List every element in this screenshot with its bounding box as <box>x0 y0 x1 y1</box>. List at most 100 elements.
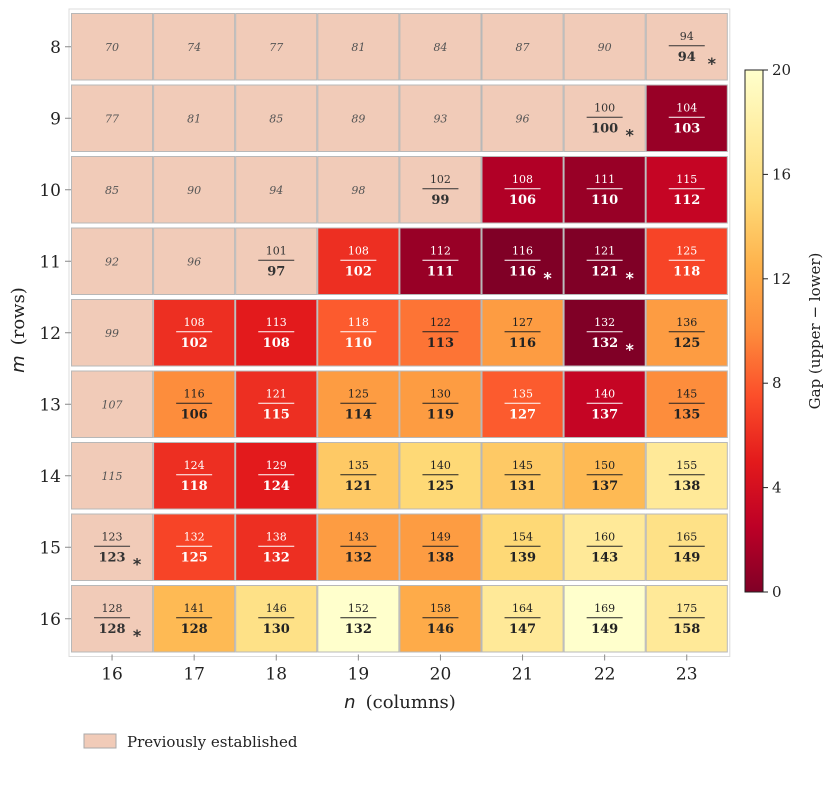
cell-upper-bound: 127 <box>512 316 533 329</box>
cell-value: 115 <box>102 470 123 483</box>
cell-lower-bound: 111 <box>427 264 454 279</box>
cell-background <box>563 585 646 653</box>
cell-upper-bound: 130 <box>430 387 451 400</box>
cell-lower-bound: 106 <box>181 407 208 422</box>
cell-upper-bound: 169 <box>594 602 615 615</box>
x-tick-label-17: 17 <box>183 665 205 685</box>
cell-upper-bound: 101 <box>266 244 287 257</box>
cell-upper-bound: 116 <box>512 244 533 257</box>
cell-lower-bound: 128 <box>181 622 208 637</box>
cell-lower-bound: 119 <box>427 407 454 422</box>
cell-upper-bound: 141 <box>184 602 205 615</box>
cell-background <box>399 156 482 224</box>
cell-upper-bound: 152 <box>348 602 369 615</box>
cell-background <box>481 156 564 224</box>
y-tick-label-14: 14 <box>39 467 61 487</box>
cell-background <box>645 513 728 581</box>
cell-m11-n16: 92 <box>71 227 154 295</box>
x-tick-label-20: 20 <box>430 665 452 685</box>
x-axis-label: n (columns) <box>344 692 456 713</box>
cell-upper-bound: 128 <box>102 602 123 615</box>
cell-value: 85 <box>105 184 119 197</box>
cell-m10-n18: 94 <box>235 156 318 224</box>
legend: Previously established <box>83 733 298 751</box>
cell-background <box>645 442 728 510</box>
colorbar-tick-label-0: 0 <box>772 583 782 601</box>
cell-background <box>645 299 728 367</box>
cell-m10-n23: 115 112 <box>645 156 728 224</box>
cell-lower-bound: 115 <box>263 407 290 422</box>
colorbar-label: Gap (upper − lower) <box>806 253 824 410</box>
cell-m15-n22: 160 143 <box>563 513 646 581</box>
cell-upper-bound: 108 <box>184 316 205 329</box>
cell-lower-bound: 139 <box>509 550 536 565</box>
cell-background <box>399 84 482 152</box>
cell-m15-n18: 138 132 <box>235 513 318 581</box>
cell-upper-bound: 112 <box>430 244 451 257</box>
colorbar-tick-label-16: 16 <box>772 165 791 183</box>
cell-value: 89 <box>351 112 365 125</box>
cell-background <box>153 299 236 367</box>
cell-m13-n22: 140 137 <box>563 370 646 438</box>
cell-background <box>481 13 564 81</box>
cell-m11-n21: 116 116 * <box>481 227 564 295</box>
cell-m14-n16: 115 <box>71 442 154 510</box>
cell-m12-n23: 136 125 <box>645 299 728 367</box>
cell-background <box>317 299 400 367</box>
cell-background <box>481 513 564 581</box>
cell-background <box>317 442 400 510</box>
cell-value: 96 <box>516 112 530 125</box>
cell-upper-bound: 129 <box>266 459 287 472</box>
y-tick-label-11: 11 <box>39 252 61 272</box>
cell-m14-n20: 140 125 <box>399 442 482 510</box>
cell-lower-bound: 99 <box>431 193 449 208</box>
cell-m12-n18: 113 108 <box>235 299 318 367</box>
cell-lower-bound: 149 <box>673 550 700 565</box>
cell-background <box>399 513 482 581</box>
y-axis-label-rest: (rows) <box>8 287 29 345</box>
cell-background <box>481 370 564 438</box>
cell-lower-bound: 121 <box>345 479 372 494</box>
cell-upper-bound: 135 <box>512 387 533 400</box>
y-axis-ticks: 8 9 10 11 12 13 14 15 16 <box>39 38 71 630</box>
x-tick-label-16: 16 <box>101 665 123 685</box>
cell-background <box>317 13 400 81</box>
cell-background <box>153 585 236 653</box>
cell-m10-n21: 108 106 <box>481 156 564 224</box>
cell-background <box>399 442 482 510</box>
cell-upper-bound: 125 <box>676 244 697 257</box>
cell-m14-n23: 155 138 <box>645 442 728 510</box>
cell-lower-bound: 125 <box>427 479 454 494</box>
cell-lower-bound: 132 <box>591 336 618 351</box>
cell-lower-bound: 110 <box>591 193 618 208</box>
cell-value: 77 <box>269 41 283 54</box>
cell-background <box>153 13 236 81</box>
x-tick-label-22: 22 <box>594 665 616 685</box>
cell-lower-bound: 121 <box>591 264 618 279</box>
cell-m11-n17: 96 <box>153 227 236 295</box>
cell-upper-bound: 158 <box>430 602 451 615</box>
cell-m15-n17: 132 125 <box>153 513 236 581</box>
cell-upper-bound: 150 <box>594 459 615 472</box>
cell-lower-bound: 127 <box>509 407 536 422</box>
cell-m13-n17: 116 106 <box>153 370 236 438</box>
cell-value: 87 <box>516 41 530 54</box>
cell-lower-bound: 106 <box>509 193 536 208</box>
cell-m11-n23: 125 118 <box>645 227 728 295</box>
cell-background <box>71 442 154 510</box>
cell-m9-n19: 89 <box>317 84 400 152</box>
cell-m14-n22: 150 137 <box>563 442 646 510</box>
cell-m13-n23: 145 135 <box>645 370 728 438</box>
cell-m8-n20: 84 <box>399 13 482 81</box>
cell-m8-n18: 77 <box>235 13 318 81</box>
cell-m10-n22: 111 110 <box>563 156 646 224</box>
cell-background <box>71 585 154 653</box>
cell-value: 96 <box>187 255 201 268</box>
cell-background <box>71 227 154 295</box>
cell-m12-n20: 122 113 <box>399 299 482 367</box>
cell-background <box>645 370 728 438</box>
cell-upper-bound: 104 <box>676 101 697 114</box>
cell-value: 94 <box>269 184 283 197</box>
x-tick-label-21: 21 <box>512 665 534 685</box>
cell-upper-bound: 143 <box>348 530 369 543</box>
